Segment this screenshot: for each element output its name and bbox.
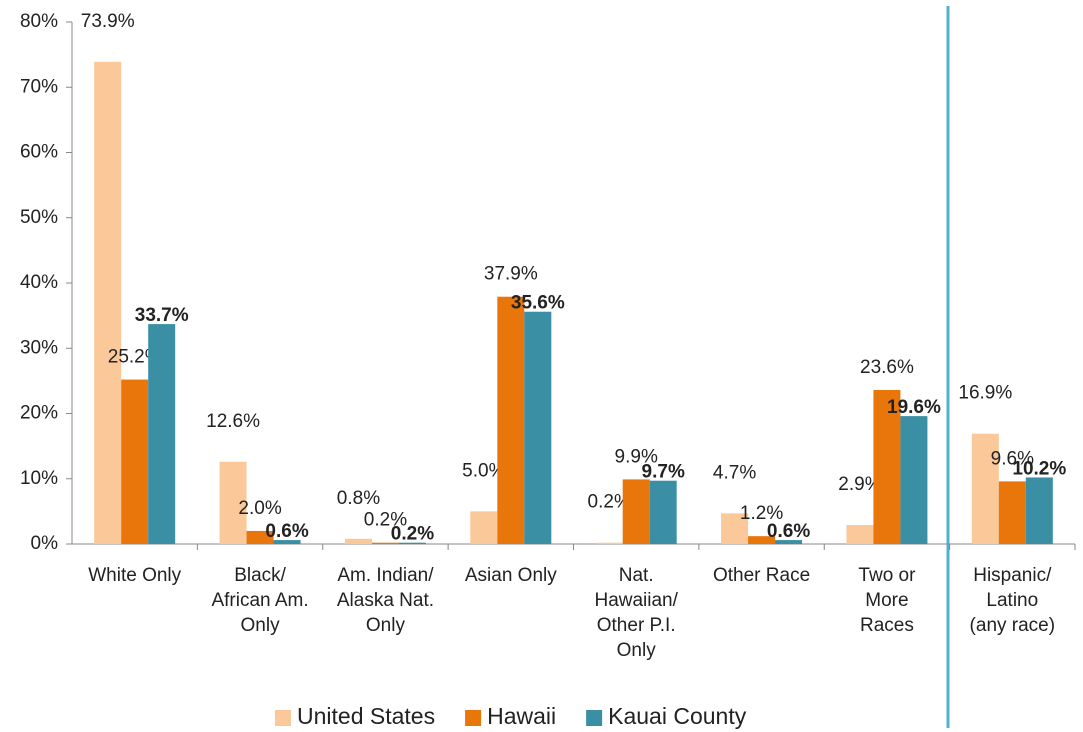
legend-swatch	[586, 710, 603, 726]
bar	[622, 479, 650, 544]
y-tick-label: 70%	[20, 76, 58, 97]
value-label: 2.0%	[238, 498, 281, 519]
y-tick-label: 80%	[20, 11, 58, 32]
value-label: 5.0%	[462, 460, 505, 481]
value-label: 0.6%	[767, 521, 810, 542]
value-label: 19.6%	[887, 397, 941, 418]
value-label: 1.2%	[740, 503, 783, 524]
y-tick-label: 60%	[20, 142, 58, 163]
bar	[900, 416, 928, 544]
value-label: 37.9%	[484, 264, 538, 285]
value-label: 9.9%	[615, 446, 658, 467]
x-tick-label: Black/African Am. Only	[211, 565, 308, 636]
value-label: 0.6%	[265, 521, 308, 542]
x-tick-label: Other Race	[713, 565, 810, 586]
y-tick-label: 20%	[20, 403, 58, 424]
bar	[497, 296, 525, 544]
bar	[398, 542, 426, 544]
value-label: 10.2%	[1012, 458, 1066, 479]
bar	[998, 481, 1026, 544]
value-label: 0.2%	[588, 492, 631, 513]
legend-label: Kauai County	[608, 703, 747, 729]
value-label: 0.2%	[391, 524, 434, 545]
bar	[748, 536, 776, 544]
x-tick-label: Two or More Races	[858, 565, 916, 636]
value-label: 0.8%	[337, 488, 380, 509]
bar	[94, 61, 122, 545]
value-label: 9.6%	[991, 448, 1034, 469]
x-tick-label: Hispanic/Latino (any race)	[970, 565, 1056, 636]
value-label: 33.7%	[135, 305, 189, 326]
bar	[595, 542, 623, 544]
legend-swatch	[465, 710, 482, 726]
bar	[273, 540, 301, 544]
legend-swatch	[275, 710, 291, 726]
bar	[721, 513, 749, 544]
legend-label: Hawaii	[487, 703, 556, 729]
value-label: 2.9%	[838, 474, 881, 495]
bar	[1025, 477, 1053, 544]
y-tick-label: 0%	[31, 533, 59, 554]
bar	[344, 538, 372, 544]
value-label: 16.9%	[958, 383, 1012, 404]
bar	[649, 480, 677, 544]
value-label: 4.7%	[713, 462, 756, 483]
x-tick-label: Asian Only	[465, 565, 557, 586]
bar	[121, 379, 149, 544]
bar	[873, 390, 901, 544]
bar	[470, 511, 498, 544]
y-tick-label: 30%	[20, 337, 58, 358]
y-tick-label: 10%	[20, 468, 58, 489]
value-label: 0.2%	[364, 510, 407, 531]
value-label: 35.6%	[511, 293, 565, 314]
y-tick-label: 40%	[20, 272, 58, 293]
x-tick-label: Am. Indian/Alaska Nat. Only	[337, 565, 434, 636]
bar	[219, 461, 247, 544]
bar	[148, 324, 176, 544]
value-label: 73.9%	[81, 11, 135, 32]
bar	[371, 542, 399, 544]
x-tick-label: White Only	[88, 565, 181, 586]
bar	[971, 433, 999, 544]
x-tick-label: Nat. Hawaiian/Other P.I. Only	[594, 565, 678, 661]
bar	[775, 540, 803, 544]
bar	[524, 311, 552, 544]
y-tick-label: 50%	[20, 207, 58, 228]
value-label: 12.6%	[206, 411, 260, 432]
legend-label: United States	[297, 703, 435, 729]
bar	[846, 525, 874, 544]
value-label: 9.7%	[642, 462, 685, 483]
value-label: 23.6%	[860, 357, 914, 378]
bar	[246, 530, 274, 544]
